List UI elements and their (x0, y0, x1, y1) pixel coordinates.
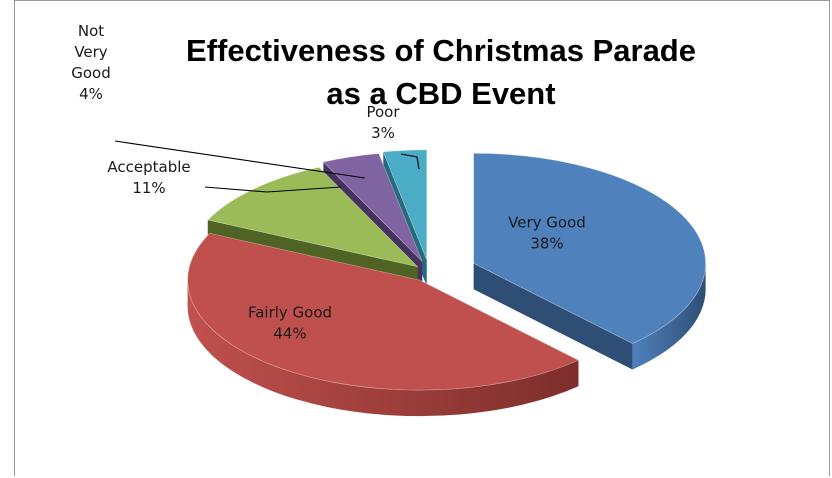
chart-title-line-1: Effectiveness of Christmas Parade (186, 33, 696, 68)
chart-frame: Effectiveness of Christmas Parade as a C… (14, 0, 830, 476)
data-label-0: Very Good 38% (508, 214, 586, 253)
data-label-name: Very (74, 43, 107, 61)
data-label-3: Not Very Good 4% (71, 22, 111, 103)
data-label-name: Poor (366, 103, 400, 121)
data-label-name: Good (71, 64, 111, 82)
pie-slice-fairly-good (187, 232, 580, 417)
slice-top-4 (382, 149, 428, 261)
data-label-name: Very Good (508, 214, 586, 232)
data-label-percent: 11% (132, 179, 165, 197)
slice-top-3 (322, 153, 423, 262)
data-label-name: Not (78, 22, 104, 40)
leader-line-4 (400, 153, 420, 170)
chart-title-line-2: as a CBD Event (326, 76, 555, 111)
leader-line-2 (204, 186, 342, 193)
data-label-percent: 44% (273, 325, 306, 343)
data-label-percent: 4% (79, 85, 103, 103)
slice-side-0-0 (632, 263, 706, 370)
pie-chart: Effectiveness of Christmas Parade as a C… (71, 22, 707, 417)
data-label-2: Acceptable 11% (107, 158, 190, 197)
data-label-name: Fairly Good (248, 304, 332, 322)
data-label-name: Acceptable (107, 158, 190, 176)
data-label-4: Poor 3% (366, 103, 400, 142)
slice-side-1-0 (187, 280, 579, 417)
leader-line-3 (114, 140, 366, 179)
slice-top-0 (473, 152, 707, 344)
slice-wall-0-1 (473, 263, 633, 370)
data-label-1: Fairly Good 44% (248, 304, 332, 343)
pie-slice-very-good (473, 152, 707, 370)
data-label-percent: 38% (530, 235, 563, 253)
data-label-percent: 3% (371, 124, 395, 142)
slice-top-1 (187, 232, 580, 391)
